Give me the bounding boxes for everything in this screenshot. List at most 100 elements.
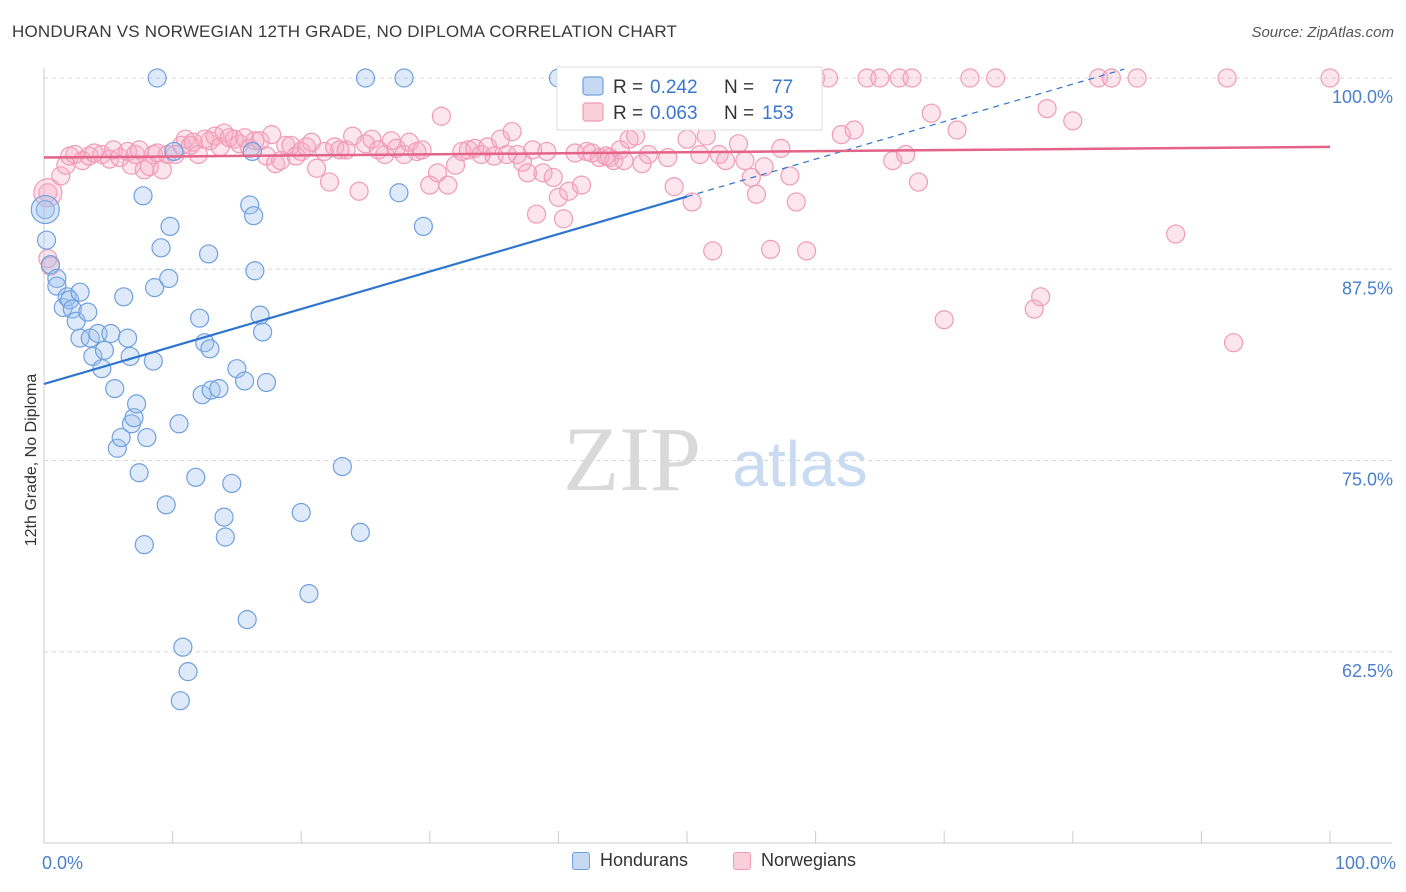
honduran-point-53 [215,527,235,547]
honduran-point-10 [70,282,90,302]
honduran-point-19 [105,378,125,399]
norwegian-point-22 [152,160,172,180]
series-legend: Hondurans Norwegians [0,850,1406,878]
norwegian-point-124 [771,138,791,158]
norwegian-point-117 [715,151,736,171]
honduran-point-68 [350,522,370,543]
norwegian-point-147 [1063,111,1083,131]
legend-r-label-2: R = [613,103,643,124]
norwegian-point-142 [960,68,980,88]
legend-r-value-1: 0.242 [650,77,698,98]
norwegian-point-3 [51,166,71,186]
honduran-point-54 [222,473,242,494]
honduran-point-45 [190,308,210,328]
honduran-trend-extension [686,68,1125,198]
honduran-point-8 [62,299,82,319]
honduran-point-6 [57,287,77,307]
axes [43,68,1392,844]
legend-swatch-hondurans-bottom [572,851,590,870]
honduran-point-large [30,194,60,225]
legend-label-hondurans: Hondurans [600,850,689,870]
gridlines [44,77,1392,653]
honduran-point-12 [78,302,98,322]
norwegian-point-144 [1024,299,1044,319]
y-tick-label-2: 87.5% [1342,278,1393,298]
honduran-point-41 [173,637,193,657]
norwegian-point-54 [319,172,340,192]
honduran-point-35 [151,238,171,258]
norwegian-point-59 [349,181,369,201]
norwegian-point-92 [548,187,569,207]
norwegian-point-90 [537,141,557,162]
honduran-point-38 [160,216,180,237]
norwegian-point-52 [307,158,327,178]
legend-label-norwegians: Norwegians [761,850,857,870]
norwegian-point-115 [703,241,723,261]
norwegian-point-43 [262,125,282,145]
honduran-point-63 [253,322,273,342]
legend-item-hondurans[interactable]: Hondurans [572,850,688,871]
honduran-point-72 [413,216,433,237]
norwegian-point-153 [1223,333,1244,353]
norwegian-point-127 [796,241,817,261]
norwegian-point-28 [183,132,203,152]
norwegian-point-152 [1217,68,1237,88]
norwegian-point-69 [412,140,432,160]
norwegian-point-88 [526,204,547,224]
x-tick-label-max: 100.0% [1335,853,1396,873]
honduran-point-17 [94,340,115,360]
norwegian-point-138 [908,172,929,192]
legend-n-label-1: N = [724,77,754,98]
series-norwegians [33,68,1340,353]
norwegian-point-72 [431,106,451,126]
norwegian-point-125 [780,166,800,186]
stats-legend: R = 0.242 N = 77 R = 0.063 N = 153 [556,66,823,131]
honduran-point-57 [237,610,257,630]
honduran-point-70 [389,183,409,203]
norwegian-point-149 [1101,68,1121,88]
norwegian-point-71 [427,163,448,183]
honduran-point-40 [169,414,189,434]
legend-r-label-1: R = [613,77,643,98]
watermark-zip: ZIP [563,408,701,510]
norwegian-point-141 [947,120,967,140]
norwegian-point-151 [1166,224,1186,244]
norwegian-point-131 [844,120,864,140]
legend-n-value-1: 77 [772,77,793,98]
honduran-point-18 [101,323,121,344]
honduran-point-0 [35,199,55,220]
honduran-point-56 [235,371,255,391]
watermark-atlas: atlas [732,428,867,500]
norwegian-point-140 [934,310,954,330]
norwegian-point-137 [902,68,922,88]
honduran-point-28 [129,463,149,483]
legend-item-norwegians[interactable]: Norwegians [733,850,856,871]
norwegian-point-150 [1127,68,1147,88]
honduran-point-43 [178,662,198,682]
y-tick-label-3: 100.0% [1332,87,1393,107]
norwegian-point-104 [614,151,634,171]
legend-n-label-2: N = [724,103,754,124]
honduran-point-30 [134,535,154,555]
honduran-point-3 [47,268,67,289]
norwegian-point-93 [553,209,574,229]
honduran-point-36 [156,495,176,515]
legend-swatch-hondurans [582,76,604,96]
legend-swatch-norwegians [582,102,604,122]
norwegian-point-122 [754,157,774,177]
honduran-point-42 [170,691,190,711]
legend-n-value-2: 153 [762,103,794,124]
norwegian-point-89 [533,163,553,183]
norwegian-point-145 [1031,287,1051,307]
legend-swatch-norwegians-bottom [733,851,751,870]
honduran-point-37 [159,268,179,289]
norwegian-point-96 [571,175,592,195]
honduran-point-34 [147,68,167,88]
honduran-point-44 [186,467,206,487]
norwegian-point-139 [921,103,941,123]
x-tick-label-min: 0.0% [42,853,83,873]
honduran-point-49 [200,339,220,359]
honduran-point-52 [214,507,234,527]
norwegian-point-123 [760,239,781,259]
